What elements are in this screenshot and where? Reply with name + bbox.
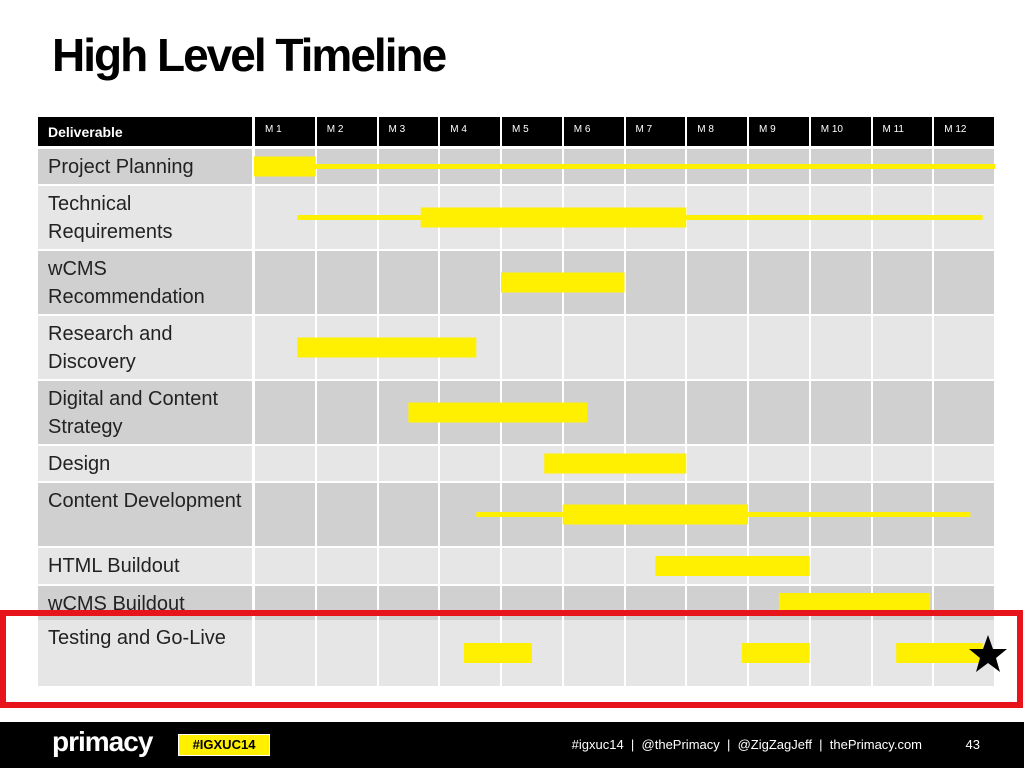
month-cell xyxy=(810,446,871,481)
month-cell xyxy=(934,316,994,379)
month-cell xyxy=(563,620,624,686)
month-cell xyxy=(872,381,933,444)
month-cell xyxy=(749,446,809,481)
month-cell xyxy=(749,251,809,314)
month-cell xyxy=(872,548,933,584)
row-label: HTML Buildout xyxy=(38,548,252,584)
month-cell xyxy=(810,620,871,686)
column-header: M 7 xyxy=(625,117,686,146)
month-cell xyxy=(316,446,377,481)
month-cell xyxy=(316,483,377,546)
month-cell xyxy=(687,316,747,379)
task-bar xyxy=(544,453,687,474)
page-number: 43 xyxy=(965,737,980,752)
column-header: M 11 xyxy=(872,117,933,146)
column-header: M 8 xyxy=(687,117,747,146)
task-line xyxy=(476,512,971,517)
month-cell xyxy=(625,316,686,379)
column-header: M 6 xyxy=(563,117,624,146)
timeline-bars xyxy=(0,156,1023,708)
month-cell xyxy=(687,251,747,314)
month-cell xyxy=(440,548,500,584)
column-header: M 10 xyxy=(810,117,871,146)
star-icon xyxy=(969,635,1007,672)
month-cell xyxy=(872,251,933,314)
month-cell xyxy=(749,381,809,444)
month-cell xyxy=(687,381,747,444)
row-label: Content Development xyxy=(38,483,252,546)
month-cell xyxy=(934,548,994,584)
column-header: Deliverable xyxy=(38,117,252,146)
task-bar xyxy=(463,643,532,663)
highlight-box xyxy=(0,610,1023,708)
column-header: M 12 xyxy=(934,117,994,146)
task-bar xyxy=(896,643,983,663)
month-cell xyxy=(687,620,747,686)
task-bar xyxy=(778,593,931,613)
month-cell xyxy=(316,381,377,444)
column-header: M 3 xyxy=(378,117,439,146)
task-bar xyxy=(655,556,810,576)
month-cell xyxy=(502,548,562,584)
column-header: M 5 xyxy=(502,117,562,146)
month-cell xyxy=(934,446,994,481)
column-header: M 9 xyxy=(749,117,809,146)
month-cell xyxy=(810,251,871,314)
month-cell xyxy=(316,620,377,686)
footer-links: #igxuc14 | @thePrimacy | @ZigZagJeff | t… xyxy=(571,737,922,752)
column-header: M 1 xyxy=(255,117,315,146)
month-cell xyxy=(316,251,377,314)
task-bar xyxy=(297,337,477,358)
month-cell xyxy=(316,548,377,584)
month-cell xyxy=(625,381,686,444)
row-label: Design xyxy=(38,446,252,481)
month-cell xyxy=(440,251,500,314)
task-line xyxy=(297,215,983,220)
month-cell xyxy=(255,251,315,314)
month-cell xyxy=(378,251,439,314)
month-cell xyxy=(625,251,686,314)
task-bar xyxy=(741,643,810,663)
month-cell xyxy=(563,548,624,584)
month-cell xyxy=(810,316,871,379)
row-label: Testing and Go-Live xyxy=(38,620,252,686)
slide-title: High Level Timeline xyxy=(52,29,447,81)
task-line xyxy=(254,164,995,169)
month-cell xyxy=(934,381,994,444)
month-cell xyxy=(563,316,624,379)
month-cell xyxy=(625,620,686,686)
footer: primacy #IGXUC14 #igxuc14 | @thePrimacy … xyxy=(0,722,1024,768)
month-cell xyxy=(872,316,933,379)
month-cell xyxy=(810,381,871,444)
month-cell xyxy=(255,620,315,686)
footer-hashtag: #IGXUC14 xyxy=(178,734,270,756)
month-cell xyxy=(378,548,439,584)
month-cell xyxy=(255,483,315,546)
month-cell xyxy=(378,483,439,546)
month-cell xyxy=(872,446,933,481)
footer-logo: primacy xyxy=(52,726,153,757)
month-cell xyxy=(749,316,809,379)
month-cell xyxy=(687,446,747,481)
row-label: Project Planning xyxy=(38,149,252,184)
month-cell xyxy=(378,446,439,481)
month-cell xyxy=(934,251,994,314)
month-cell xyxy=(255,381,315,444)
column-header: M 2 xyxy=(316,117,377,146)
row-label: Digital and Content Strategy xyxy=(38,381,252,444)
month-cell xyxy=(810,548,871,584)
task-bar xyxy=(408,402,588,423)
month-cell xyxy=(440,446,500,481)
task-bar xyxy=(501,272,625,293)
row-label: wCMS Recommendation xyxy=(38,251,252,314)
column-header: M 4 xyxy=(440,117,500,146)
month-cell xyxy=(255,446,315,481)
row-label: Technical Requirements xyxy=(38,186,252,249)
month-cell xyxy=(255,548,315,584)
month-cell xyxy=(378,620,439,686)
row-label: Research and Discovery xyxy=(38,316,252,379)
month-cell xyxy=(502,316,562,379)
